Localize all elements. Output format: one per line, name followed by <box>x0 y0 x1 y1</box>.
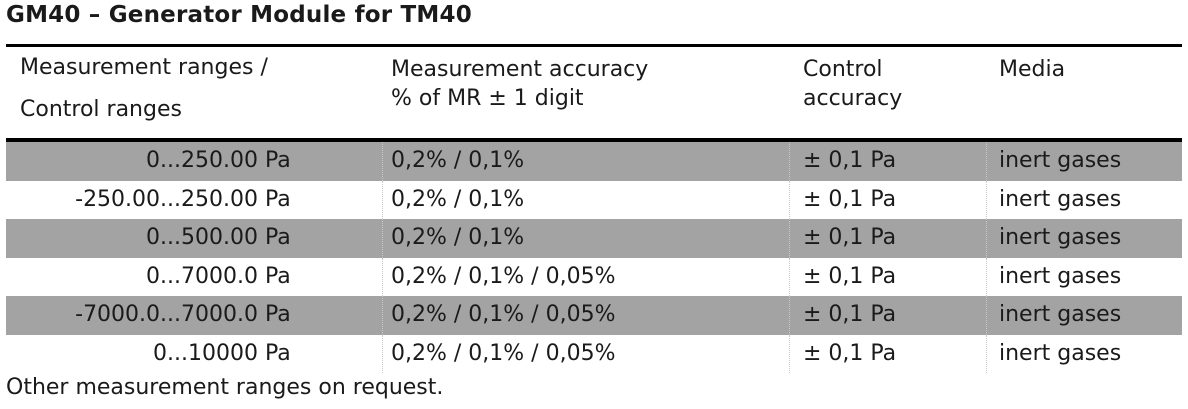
column-divider <box>789 180 790 219</box>
table-row: 0...7000.0 Pa 0,2% / 0,1% / 0,05% ± 0,1 Pa i… <box>6 257 1182 296</box>
column-divider <box>789 334 790 373</box>
accuracy-value: 0,2% / 0,1% / 0,05% <box>391 263 616 289</box>
media-value: inert gases <box>999 340 1122 366</box>
header-media: Media <box>999 55 1065 84</box>
header-control-line1: Control <box>803 57 883 82</box>
header-accuracy-line2: % of MR ± 1 digit <box>391 86 584 111</box>
header-ranges: Measurement ranges / Control ranges <box>20 47 268 131</box>
header-accuracy-line1: Measurement accuracy <box>391 57 649 82</box>
column-divider <box>986 334 987 373</box>
range-value: 0...7000.0 <box>146 263 258 289</box>
accuracy-value: 0,2% / 0,1% <box>391 148 525 173</box>
range-unit: Pa <box>265 186 291 212</box>
control-accuracy-value: ± 0,1 Pa <box>803 186 897 212</box>
media-value: inert gases <box>999 148 1122 173</box>
range-unit: Pa <box>265 302 291 327</box>
control-accuracy-value: ± 0,1 Pa <box>803 263 897 289</box>
media-value: inert gases <box>999 225 1122 250</box>
accuracy-value: 0,2% / 0,1% / 0,05% <box>391 340 616 366</box>
control-accuracy-value: ± 0,1 Pa <box>803 225 897 250</box>
column-divider <box>986 180 987 219</box>
media-value: inert gases <box>999 186 1122 212</box>
table-row: 0...500.00 Pa 0,2% / 0,1% ± 0,1 Pa inert gas… <box>6 219 1182 258</box>
top-rule <box>6 44 1182 47</box>
range-unit: Pa <box>265 225 291 250</box>
range-value: 0...10000 <box>153 340 258 366</box>
column-divider <box>986 142 987 181</box>
footer-note: Other measurement ranges on request. <box>6 375 444 400</box>
range-unit: Pa <box>265 340 291 366</box>
column-divider <box>789 142 790 181</box>
column-divider <box>382 334 383 373</box>
column-divider <box>789 219 790 258</box>
header-rule <box>6 138 1182 142</box>
column-divider <box>986 257 987 296</box>
range-unit: Pa <box>265 148 291 173</box>
column-divider <box>382 219 383 258</box>
column-divider <box>986 219 987 258</box>
page-title: GM40 – Generator Module for TM40 <box>6 2 472 28</box>
header-control: Control accuracy <box>803 55 902 113</box>
accuracy-value: 0,2% / 0,1% <box>391 225 525 250</box>
column-divider <box>382 257 383 296</box>
column-divider <box>789 257 790 296</box>
range-value: -250.00...250.00 <box>75 186 258 212</box>
range-value: 0...250.00 <box>146 148 258 173</box>
header-accuracy: Measurement accuracy % of MR ± 1 digit <box>391 55 648 113</box>
range-unit: Pa <box>265 263 291 289</box>
control-accuracy-value: ± 0,1 Pa <box>803 148 897 173</box>
header-ranges-line2: Control ranges <box>20 97 182 122</box>
accuracy-value: 0,2% / 0,1% / 0,05% <box>391 302 616 327</box>
table-header: Measurement ranges / Control ranges Meas… <box>6 47 1182 138</box>
column-divider <box>382 180 383 219</box>
column-divider <box>789 296 790 335</box>
range-value: -7000.0...7000.0 <box>75 302 258 327</box>
header-control-line2: accuracy <box>803 86 903 111</box>
table-body: 0...250.00 Pa 0,2% / 0,1% ± 0,1 Pa inert gas… <box>6 142 1182 373</box>
accuracy-value: 0,2% / 0,1% <box>391 186 525 212</box>
header-ranges-line1: Measurement ranges / <box>20 55 268 80</box>
media-value: inert gases <box>999 302 1122 327</box>
column-divider <box>382 142 383 181</box>
column-divider <box>986 296 987 335</box>
column-divider <box>382 296 383 335</box>
media-value: inert gases <box>999 263 1122 289</box>
header-media-label: Media <box>999 57 1066 82</box>
control-accuracy-value: ± 0,1 Pa <box>803 302 897 327</box>
table-row: -250.00...250.00 Pa 0,2% / 0,1% ± 0,1 Pa ine… <box>6 180 1182 219</box>
range-value: 0...500.00 <box>146 225 258 250</box>
control-accuracy-value: ± 0,1 Pa <box>803 340 897 366</box>
table-row: 0...10000 Pa 0,2% / 0,1% / 0,05% ± 0,1 Pa in… <box>6 334 1182 373</box>
table-row: 0...250.00 Pa 0,2% / 0,1% ± 0,1 Pa inert gas… <box>6 142 1182 181</box>
table-row: -7000.0...7000.0 Pa 0,2% / 0,1% / 0,05% ± 0… <box>6 296 1182 335</box>
